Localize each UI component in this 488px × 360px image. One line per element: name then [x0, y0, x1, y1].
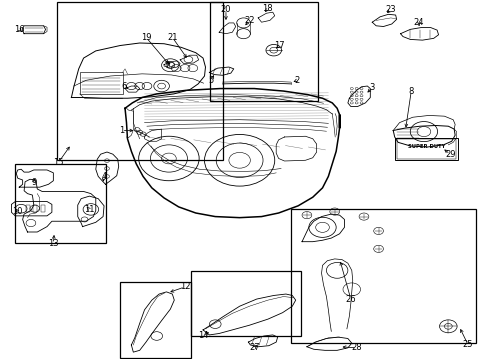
Text: 17: 17: [274, 41, 285, 50]
Text: 2: 2: [294, 76, 299, 85]
Text: 24: 24: [413, 18, 424, 27]
Text: 7: 7: [164, 62, 170, 71]
Text: 10: 10: [13, 207, 23, 216]
Text: 20: 20: [220, 5, 231, 14]
Text: 25: 25: [462, 340, 472, 349]
Text: 18: 18: [262, 4, 273, 13]
Text: 14: 14: [198, 332, 208, 341]
Text: 12: 12: [180, 282, 190, 291]
Text: 22: 22: [244, 16, 254, 25]
Text: 11: 11: [84, 205, 95, 214]
Text: 3: 3: [369, 83, 374, 92]
Text: 28: 28: [350, 343, 361, 352]
Text: 9: 9: [31, 178, 37, 187]
Text: 26: 26: [345, 294, 355, 303]
Text: 15: 15: [53, 158, 63, 167]
Text: 21: 21: [167, 33, 177, 42]
Text: 13: 13: [48, 239, 59, 248]
Text: 8: 8: [408, 86, 413, 95]
Text: 4: 4: [101, 172, 106, 181]
Text: 29: 29: [444, 150, 455, 159]
Text: 1: 1: [119, 126, 124, 135]
Text: 6: 6: [121, 82, 126, 91]
Text: 23: 23: [385, 5, 395, 14]
Text: 5: 5: [208, 76, 214, 85]
Text: 16: 16: [14, 25, 24, 34]
Text: 27: 27: [248, 343, 259, 352]
Text: SUPER DUTY: SUPER DUTY: [407, 144, 444, 149]
Text: 19: 19: [141, 33, 151, 42]
